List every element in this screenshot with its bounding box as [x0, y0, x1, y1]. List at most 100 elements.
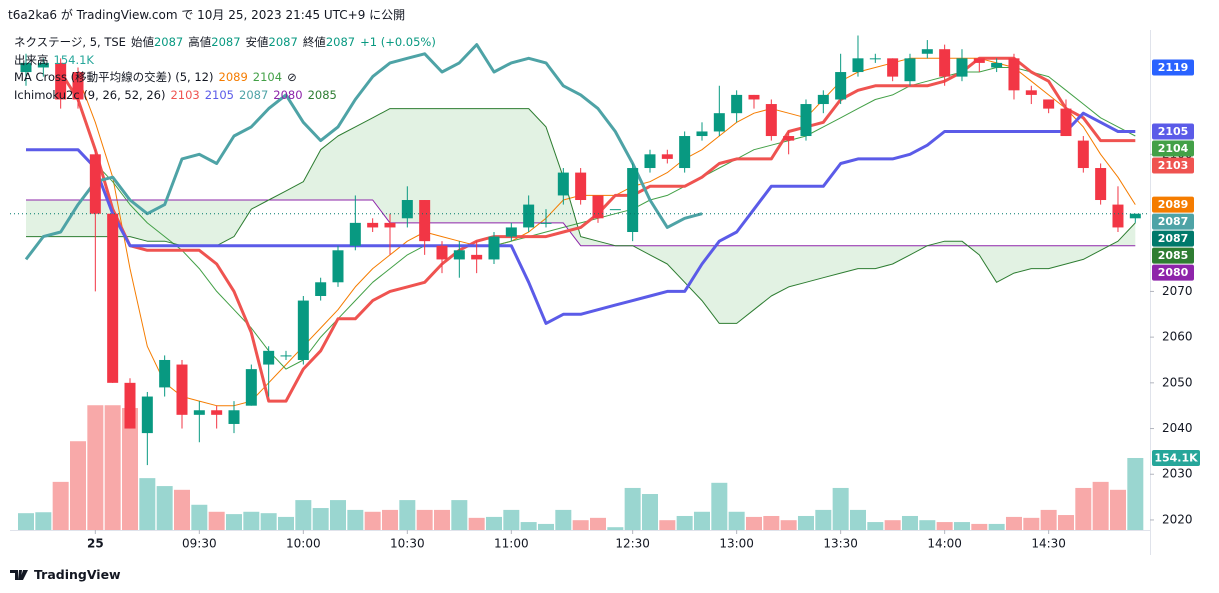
footer: TradingView: [34, 567, 121, 582]
candle-body: [679, 136, 691, 169]
volume-bar: [867, 522, 884, 530]
price-label-bg: [1152, 140, 1194, 157]
volume-bar: [884, 520, 901, 530]
candle-body: [557, 172, 569, 196]
volume-bar: [399, 500, 416, 530]
price-label-bg: [1152, 59, 1194, 76]
candle-body: [609, 209, 621, 211]
x-tick-label: 13:00: [719, 537, 754, 551]
volume-bar: [121, 408, 138, 530]
candle-body: [488, 236, 500, 260]
candle-body: [1008, 58, 1020, 91]
candle-body: [835, 72, 847, 100]
ohlc-item: 高値2087: [188, 35, 240, 49]
candle-body: [419, 200, 431, 242]
price-label: 2105: [1158, 125, 1189, 138]
candle-body: [939, 49, 951, 77]
candle-body: [141, 396, 153, 434]
candle-body: [245, 369, 257, 406]
volume-bar: [35, 512, 52, 530]
volume-bar: [69, 441, 86, 530]
indicator-name: MA Cross (移動平均線の交差) (5, 12): [14, 70, 214, 84]
volume-bar: [485, 516, 502, 530]
volume-bar: [797, 515, 814, 530]
candle-body: [384, 222, 396, 228]
volume-bar: [520, 522, 537, 530]
candle-body: [107, 213, 119, 383]
volume-bar: [607, 527, 624, 530]
candle-body: [817, 94, 829, 105]
price-label: 2087: [1158, 232, 1189, 245]
x-tick-label: 10:30: [390, 537, 425, 551]
candle-body: [904, 58, 916, 82]
indicator-line: [26, 199, 1136, 247]
volume-bar: [156, 486, 173, 530]
candle-body: [852, 58, 864, 73]
legend-row: 出来高 154.1K: [14, 52, 441, 70]
indicator-value: 2085: [307, 87, 337, 102]
candle-body: [20, 62, 32, 73]
x-tick-label: 25: [87, 537, 104, 551]
candle-body: [471, 254, 483, 260]
volume-bar: [1005, 516, 1022, 530]
candle-body: [124, 382, 136, 429]
volume-bar: [243, 511, 260, 530]
volume-bar: [693, 511, 710, 530]
legend-row: ネクステージ, 5, TSE 始値2087 高値2087 安値2087 終値2087 +1…: [14, 34, 441, 52]
indicator-value: 2080: [273, 87, 303, 102]
volume-bar: [139, 478, 156, 530]
volume-bar: [433, 509, 450, 530]
candle-body: [973, 58, 985, 63]
price-label-bg: [1152, 213, 1194, 230]
candle-body: [37, 62, 49, 68]
volume-bar: [1092, 481, 1109, 530]
indicator-value: 2104: [252, 70, 283, 84]
candle-body: [297, 300, 309, 360]
volume-bar: [971, 523, 988, 530]
volume-bar: [260, 513, 277, 530]
indicator-suffix: ⊘: [287, 70, 297, 84]
volume-bar: [537, 523, 554, 530]
volume-name: 出来高: [14, 52, 49, 67]
candle-body: [280, 355, 292, 357]
indicator-value: 2089: [218, 70, 248, 84]
volume-bar: [745, 516, 762, 530]
candle-body: [505, 227, 517, 237]
volume-label: 154.1K: [1154, 451, 1198, 464]
indicator-value: 2105: [204, 87, 235, 102]
candle-body: [1025, 90, 1037, 95]
ohlc-name: 高値: [188, 35, 212, 49]
y-tick-label: 2040: [1162, 421, 1193, 435]
candle-body: [72, 72, 84, 100]
volume-bar: [901, 515, 918, 530]
volume-bar: [555, 509, 572, 530]
candle-body: [349, 222, 361, 246]
plot-area: [10, 30, 1150, 555]
legend-row: Ichimoku2c (9, 26, 52, 26) 2103 2105 2087 20…: [14, 87, 441, 105]
volume-bar: [849, 509, 866, 530]
candle-body: [991, 62, 1003, 68]
candle-body: [228, 410, 240, 424]
ohlc-value: 2087: [211, 35, 241, 49]
volume-bar: [451, 500, 468, 530]
volume-bar: [87, 405, 104, 530]
price-label-bg: [1152, 157, 1194, 174]
price-label: 2104: [1158, 142, 1189, 155]
candle-body: [211, 410, 223, 415]
volume-value: 154.1K: [53, 52, 94, 67]
candle-body: [731, 94, 743, 114]
legend-row: MA Cross (移動平均線の交差) (5, 12) 2089 2104 ⊘: [14, 69, 441, 87]
volume-bar: [173, 489, 190, 530]
candle-body: [887, 58, 899, 77]
price-label: 2119: [1158, 61, 1189, 74]
candle-body: [783, 136, 795, 141]
indicator-line: [26, 111, 1136, 325]
candle-body: [921, 49, 933, 54]
candle-body: [661, 154, 673, 159]
candle-body: [332, 250, 344, 283]
candle-body: [401, 200, 413, 219]
volume-bar: [416, 509, 433, 530]
price-label-bg: [1152, 230, 1194, 247]
price-label: 2089: [1158, 198, 1189, 211]
